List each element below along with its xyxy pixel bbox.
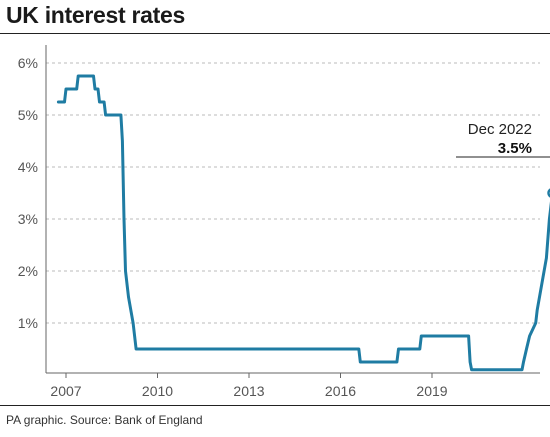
annotation-date-label: Dec 2022 bbox=[468, 121, 532, 138]
y-tick-label: 5% bbox=[18, 107, 38, 123]
gridlines bbox=[46, 62, 540, 324]
series-layer bbox=[56, 74, 550, 372]
x-tick-label: 2016 bbox=[325, 383, 356, 399]
x-tick-label: 2010 bbox=[142, 383, 173, 399]
annotation-value-label: 3.5% bbox=[498, 140, 532, 157]
x-tick-label: 2007 bbox=[50, 383, 81, 399]
x-tick-label: 2013 bbox=[233, 383, 264, 399]
y-tick-label: 4% bbox=[18, 159, 38, 175]
y-tick-label: 6% bbox=[18, 55, 38, 71]
chart-title: UK interest rates bbox=[6, 2, 185, 28]
annotation: Dec 2022 3.5% bbox=[456, 121, 550, 198]
axes: 1% 2% 3% 4% 5% 6% 2007 2010 2013 2016 2019 bbox=[18, 45, 540, 399]
title-divider bbox=[0, 33, 550, 34]
x-tick-label: 2019 bbox=[416, 383, 447, 399]
y-tick-label: 3% bbox=[18, 211, 38, 227]
series-line bbox=[56, 74, 550, 372]
source-note: PA graphic. Source: Bank of England bbox=[6, 413, 203, 427]
footer-divider bbox=[0, 405, 550, 406]
y-tick-label: 2% bbox=[18, 263, 38, 279]
y-tick-label: 1% bbox=[18, 315, 38, 331]
